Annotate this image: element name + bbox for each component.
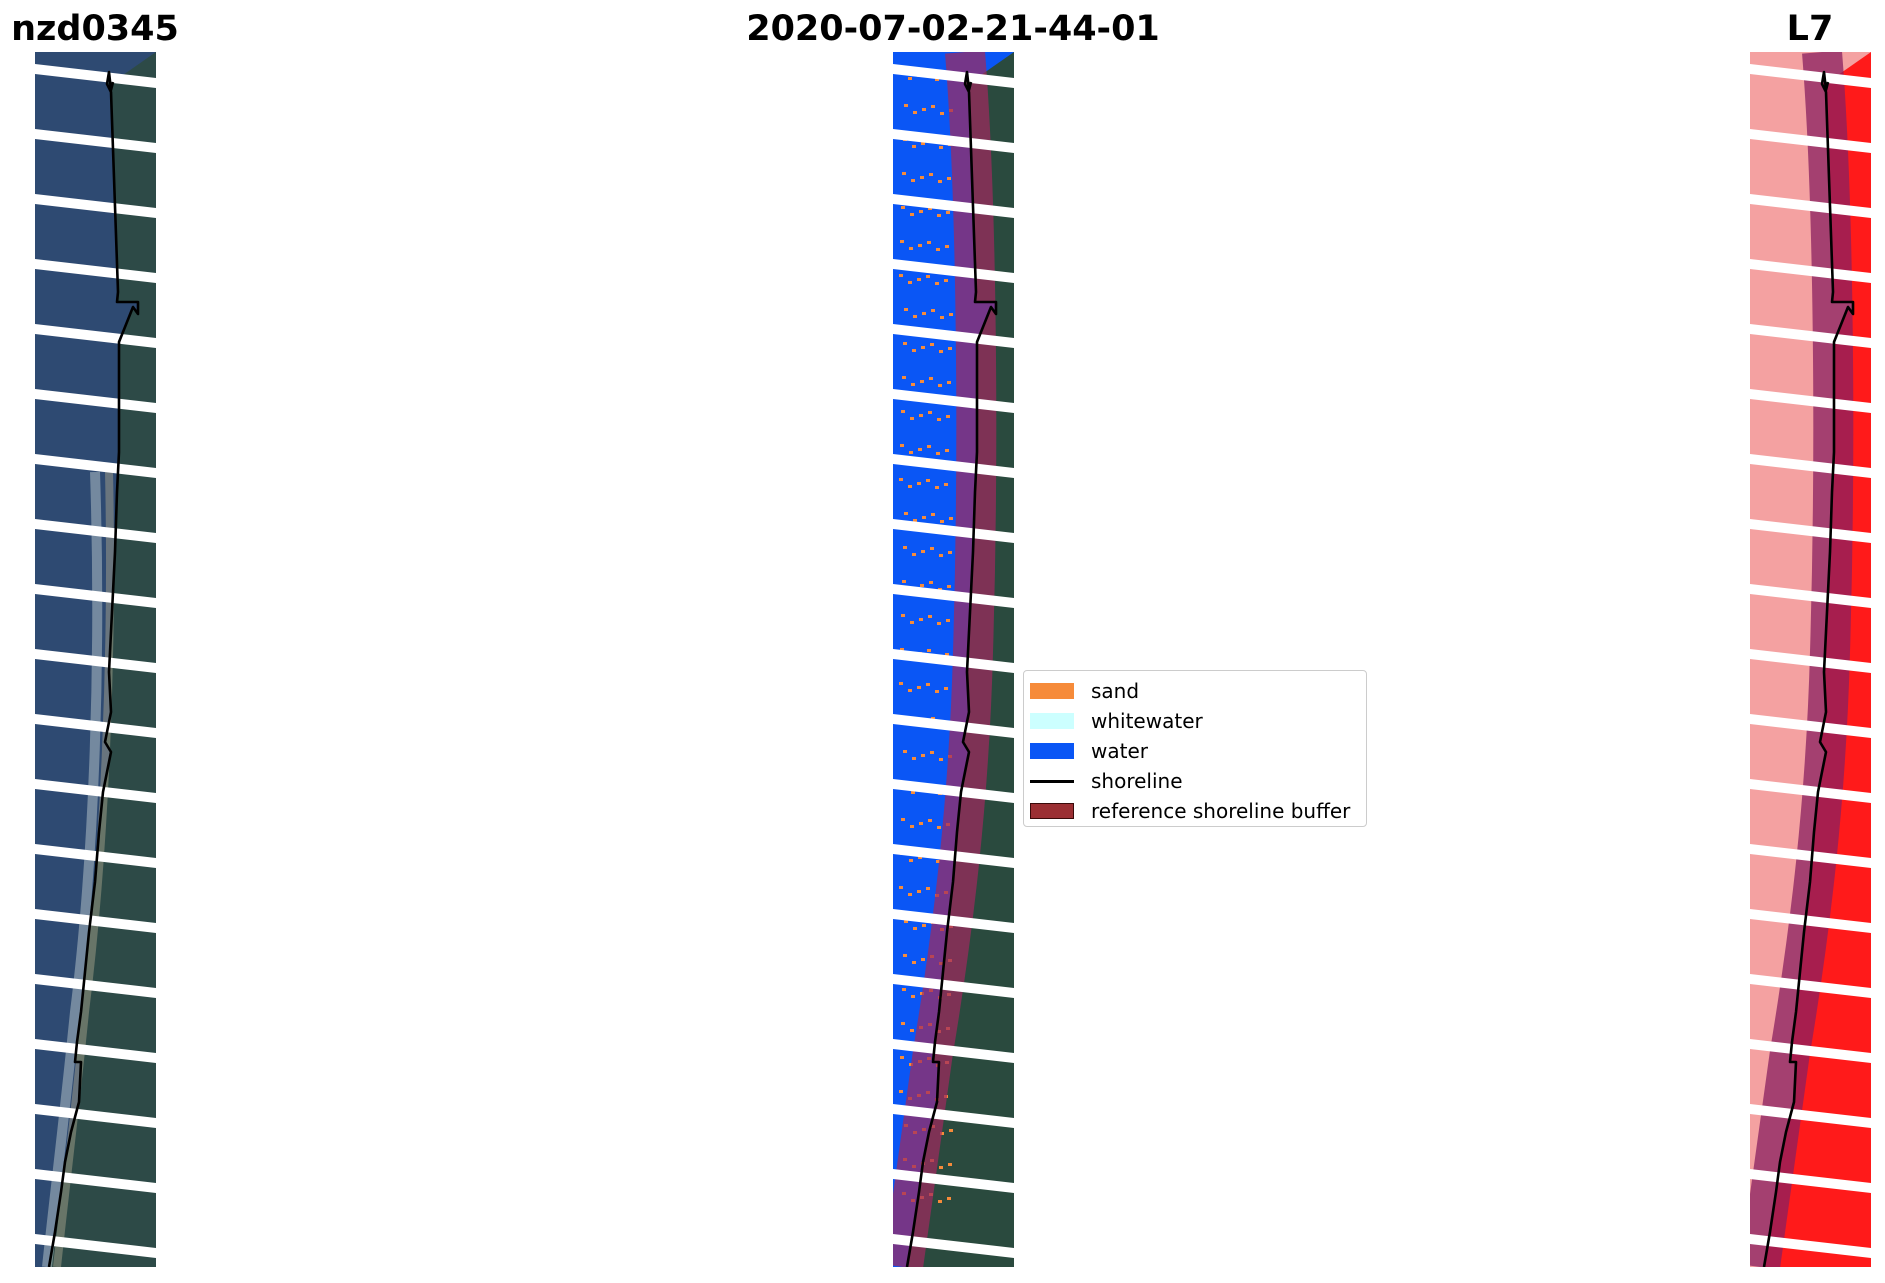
legend-label-buffer: reference shoreline buffer — [1091, 799, 1351, 823]
water-swatch — [1030, 743, 1074, 759]
index-image-panel — [1750, 52, 1871, 1267]
legend-label-shoreline: shoreline — [1091, 769, 1183, 793]
shoreline-line-swatch — [1030, 773, 1074, 789]
legend-label-whitewater: whitewater — [1091, 709, 1203, 733]
legend: sand whitewater water shoreline referenc… — [1023, 670, 1367, 827]
legend-item-water: water — [1030, 736, 1148, 766]
buffer-swatch — [1030, 803, 1074, 819]
legend-label-water: water — [1091, 739, 1148, 763]
legend-label-sand: sand — [1091, 679, 1140, 703]
rgb-image-panel — [35, 52, 156, 1267]
legend-item-shoreline: shoreline — [1030, 766, 1183, 796]
sand-swatch — [1030, 683, 1074, 699]
satellite-title: L7 — [1786, 9, 1834, 49]
whitewater-swatch — [1030, 713, 1074, 729]
legend-item-sand: sand — [1030, 676, 1139, 706]
date-title: 2020-07-02-21-44-01 — [746, 9, 1160, 49]
site-id-title: nzd0345 — [11, 9, 179, 49]
legend-item-buffer: reference shoreline buffer — [1030, 796, 1350, 826]
classified-image-panel — [893, 52, 1014, 1267]
legend-item-whitewater: whitewater — [1030, 706, 1203, 736]
